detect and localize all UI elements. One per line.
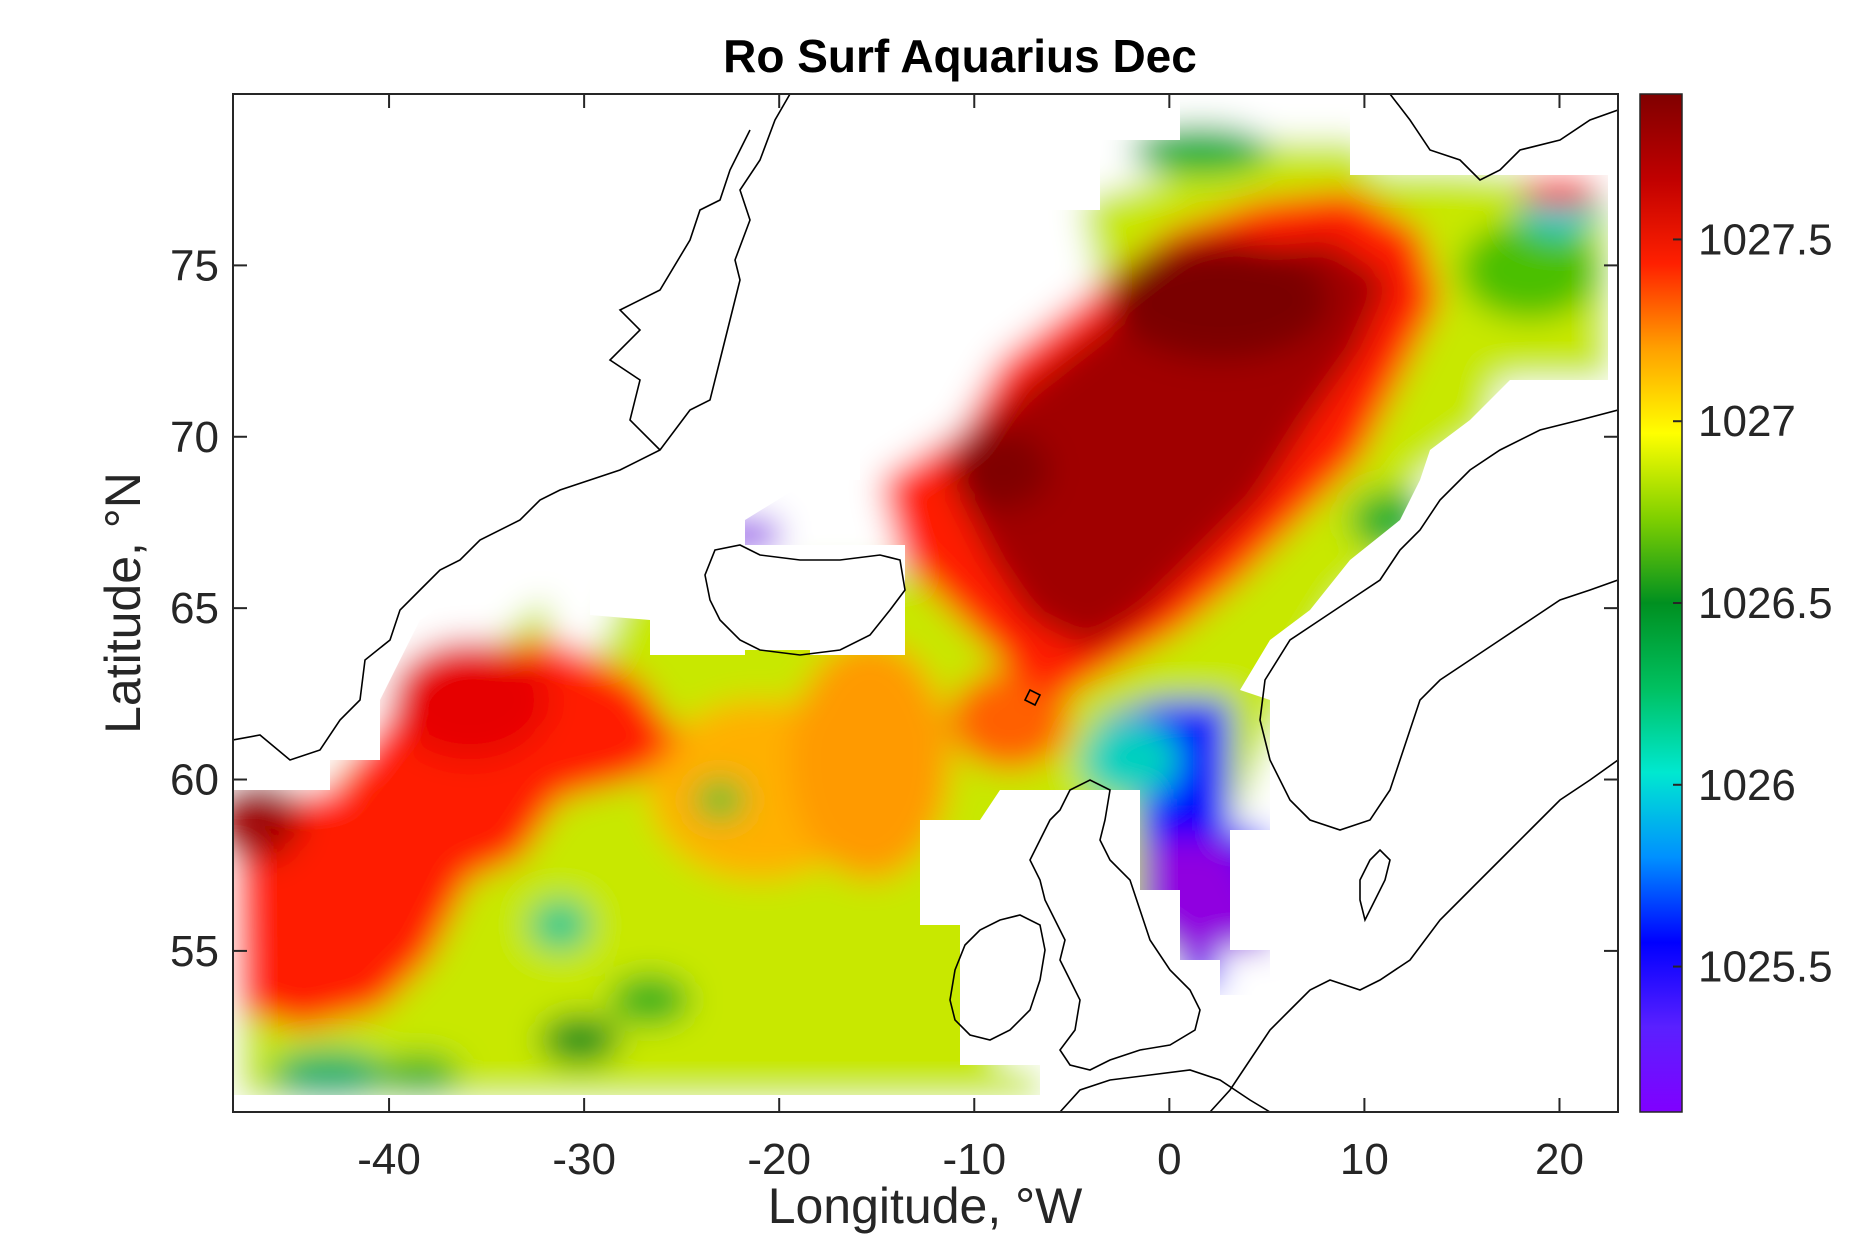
y-tick-label: 60 [170,756,219,805]
colorbar-tick-label: 1027.5 [1698,215,1833,264]
x-axis: -40 -30 -20 -10 0 10 20 [357,94,1584,1184]
y-axis: 55 60 65 70 75 [170,241,1618,976]
colorbar-tick-label: 1027 [1698,397,1796,446]
colorbar-ticks: 1025.5 1026 1026.5 1027 1027.5 [1673,215,1833,992]
faroe-islands [1023,688,1042,707]
plot-area [232,93,1619,1113]
greenland-coast [233,94,791,761]
y-tick-label: 70 [170,413,219,462]
x-tick-label: 10 [1340,1135,1389,1184]
denmark-coast [1359,848,1391,923]
x-tick-label: -20 [747,1135,811,1184]
x-tick-label: -30 [552,1135,616,1184]
y-tick-label: 65 [170,584,219,633]
x-tick-label: 0 [1157,1135,1181,1184]
y-tick-label: 55 [170,927,219,976]
colorbar-tick-label: 1025.5 [1698,943,1833,992]
y-tick-label: 75 [170,241,219,290]
britain-coast [1029,779,1201,1071]
iceland-coast [704,544,906,656]
greenland-fjords [608,129,751,451]
x-tick-label: 20 [1535,1135,1584,1184]
scandinavia-coast [1259,409,1618,831]
y-axis-label: Latitude, °N [95,472,151,734]
heatmap-field [233,94,1618,1112]
chart-title: Ro Surf Aquarius Dec [723,30,1197,82]
x-axis-label: Longitude, °W [768,1178,1083,1234]
svalbard [1389,94,1618,181]
colorbar-tick-label: 1026.5 [1698,579,1833,628]
coastlines [233,94,1618,1112]
baltic-coast [1209,759,1618,1112]
ireland-coast [949,914,1046,1041]
x-tick-label: -40 [357,1135,421,1184]
x-tick-label: -10 [942,1135,1006,1184]
colorbar-tick-label: 1026 [1698,761,1796,810]
france-coast [1059,1069,1271,1112]
